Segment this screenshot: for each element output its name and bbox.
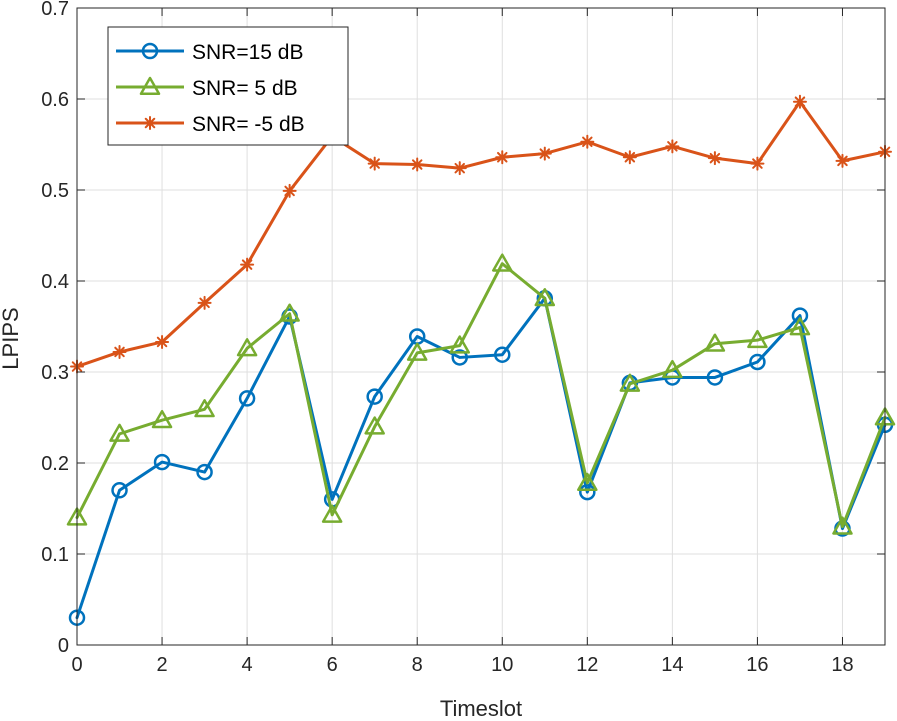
data-point <box>367 156 382 171</box>
data-point <box>704 333 726 352</box>
data-point <box>194 399 215 418</box>
data-point <box>706 369 724 386</box>
legend-label: SNR=15 dB <box>192 41 303 64</box>
x-tick-label: 0 <box>71 654 82 676</box>
x-axis-label: Timeslot <box>440 696 522 721</box>
data-point <box>749 353 766 371</box>
data-point <box>196 463 213 481</box>
y-tick-label: 0.4 <box>41 271 69 293</box>
data-point <box>112 344 127 359</box>
y-tick-label: 0.5 <box>41 180 69 202</box>
data-point <box>747 329 768 349</box>
data-point <box>665 139 680 154</box>
data-point <box>279 303 300 322</box>
data-point <box>366 388 383 405</box>
x-tick-label: 16 <box>746 654 768 676</box>
y-axis-label: LPIPS <box>0 307 23 369</box>
series-layer <box>66 94 896 626</box>
series-line <box>75 100 887 369</box>
x-tick-label: 8 <box>412 654 423 676</box>
data-point <box>240 257 255 272</box>
data-point <box>789 317 811 336</box>
data-point <box>622 150 637 165</box>
legend: SNR=15 dB SNR= 5 dB SNR= -5 dB <box>107 26 349 146</box>
data-point <box>492 253 513 272</box>
data-point <box>321 504 343 523</box>
legend-entry: SNR= -5 dB <box>116 113 305 136</box>
data-point <box>537 146 552 161</box>
data-point <box>410 157 425 172</box>
axis-tick-labels: 0 2 4 6 8 10 12 14 16 18 0 0.1 0.2 0.3 0.4 0.5 0.6 0.7 <box>41 0 853 676</box>
data-point <box>494 346 511 363</box>
x-tick-label: 12 <box>576 654 598 676</box>
axis-ticks <box>76 7 885 646</box>
y-tick-label: 0.1 <box>41 544 69 566</box>
data-point <box>406 342 428 361</box>
data-point <box>750 156 765 171</box>
data-point <box>197 295 212 310</box>
legend-entry: SNR=15 dB <box>116 41 303 64</box>
data-point <box>662 359 683 379</box>
y-tick-label: 0.2 <box>41 453 69 475</box>
x-tick-label: 2 <box>156 654 167 676</box>
data-point <box>236 338 258 357</box>
data-point <box>452 161 467 176</box>
data-point <box>791 307 809 324</box>
series-1 <box>66 253 896 535</box>
data-point <box>577 472 598 492</box>
data-point <box>707 151 722 166</box>
legend-label: SNR= -5 dB <box>192 113 305 136</box>
data-point <box>832 516 853 535</box>
data-point <box>835 153 850 168</box>
y-tick-label: 0.6 <box>41 89 69 111</box>
data-point <box>449 335 470 354</box>
series-line <box>75 262 887 529</box>
data-point <box>109 423 130 442</box>
x-tick-label: 10 <box>491 654 513 676</box>
data-point <box>495 150 510 165</box>
data-point <box>534 288 556 307</box>
x-tick-label: 14 <box>661 654 683 676</box>
x-tick-label: 4 <box>242 654 253 676</box>
data-point <box>364 416 385 435</box>
data-point <box>238 390 256 407</box>
legend-entry: SNR= 5 dB <box>116 76 298 100</box>
legend-marker <box>141 42 159 60</box>
data-point <box>579 483 596 501</box>
legend-marker <box>143 116 157 130</box>
legend-label: SNR= 5 dB <box>192 77 298 100</box>
data-point <box>151 409 173 429</box>
y-tick-label: 0.7 <box>41 0 69 20</box>
data-point <box>792 94 807 109</box>
data-point <box>153 453 171 471</box>
x-tick-label: 6 <box>327 654 338 676</box>
data-point <box>111 482 128 499</box>
y-tick-label: 0.3 <box>41 362 69 384</box>
plot-frame <box>76 7 886 646</box>
legend-marker <box>139 76 161 95</box>
data-point <box>619 373 641 392</box>
data-point <box>451 349 468 366</box>
data-point <box>580 134 595 149</box>
data-point <box>155 334 170 349</box>
y-tick-label: 0 <box>58 635 69 657</box>
data-point <box>282 183 297 198</box>
x-tick-label: 18 <box>831 654 853 676</box>
